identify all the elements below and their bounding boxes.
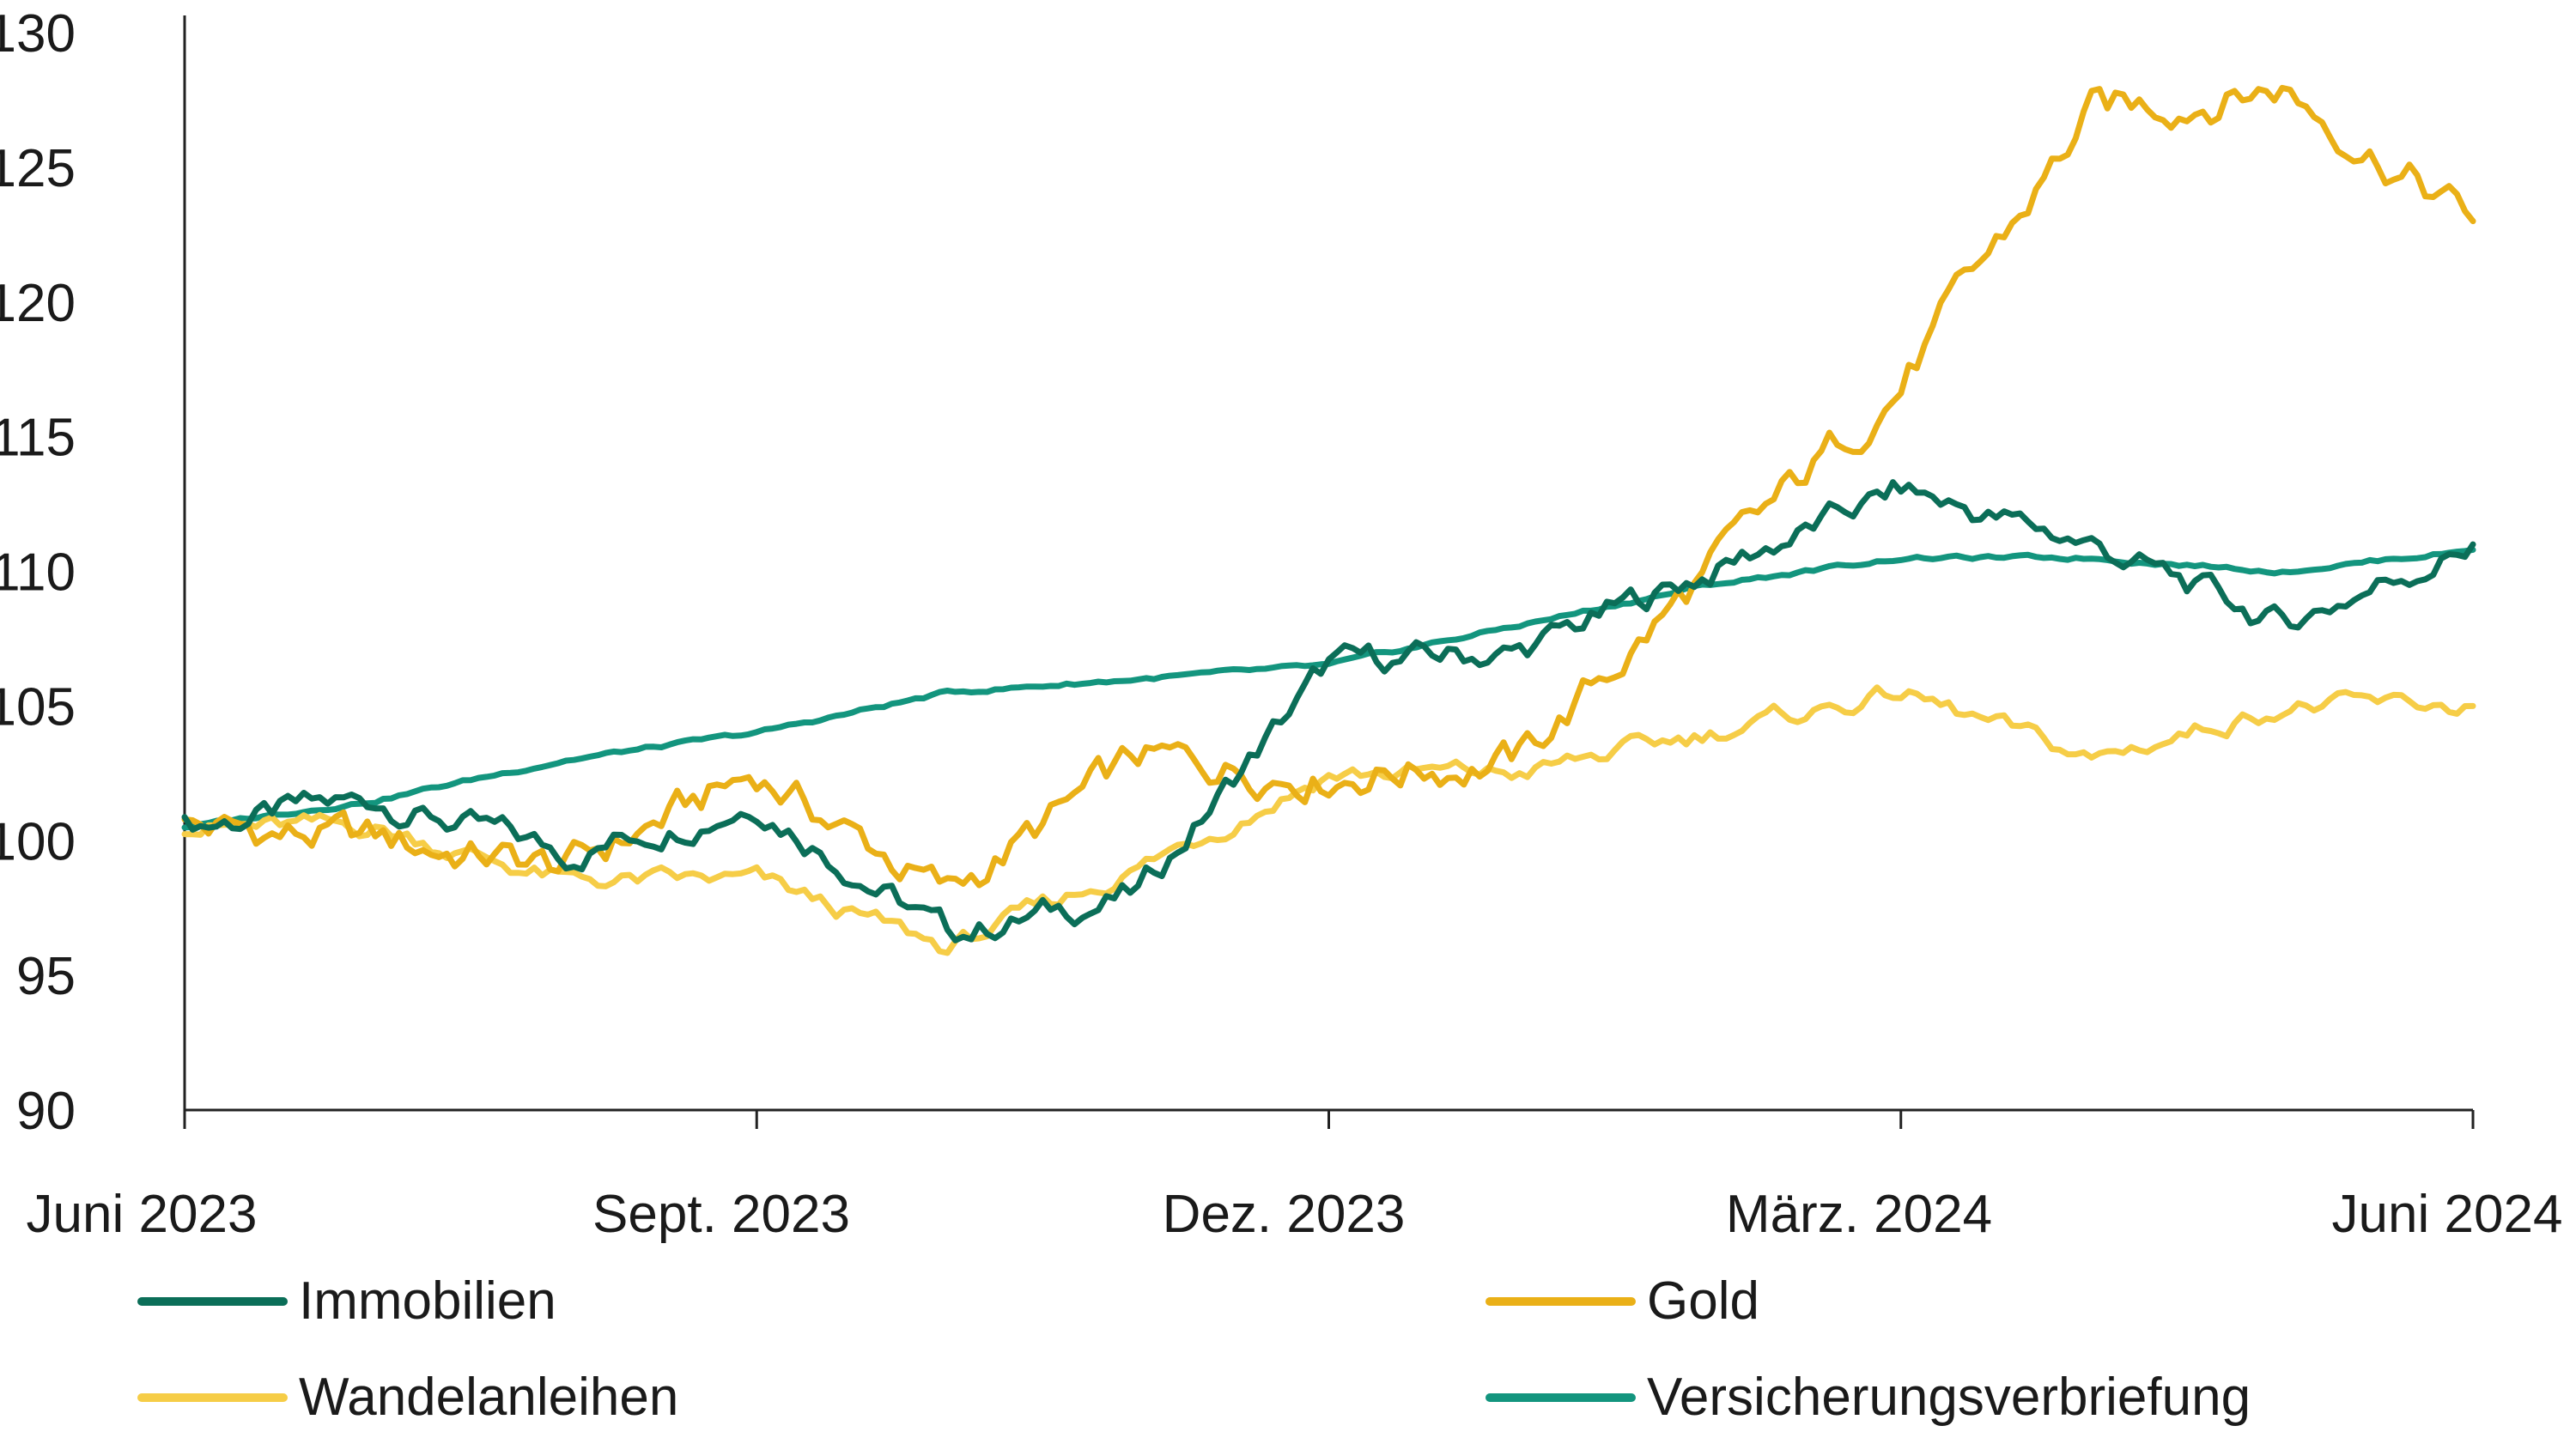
- y-tick-label: 110: [0, 543, 76, 603]
- y-tick-label: 100: [0, 812, 76, 871]
- x-tick-label: Juni 2023: [27, 1185, 258, 1244]
- y-tick-label: 120: [0, 274, 76, 333]
- legend-label-gold: Gold: [1647, 1271, 1759, 1331]
- y-tick-label: 90: [16, 1082, 76, 1141]
- legend-label-wandelanleihen: Wandelanleihen: [299, 1368, 678, 1427]
- series-line-versicherungsverbriefung: [181, 546, 2476, 831]
- series-line-gold: [181, 84, 2476, 889]
- series-line-immobilien: [181, 479, 2476, 943]
- legend: Immobilien Gold Wandelanleihen Versicherung…: [137, 1271, 2251, 1427]
- plot-area: 90 95 100 105 110 115 120 125 130 Juni 2023 Sept. …: [0, 4, 2562, 1244]
- x-tick-label: Juni 2024: [2332, 1185, 2563, 1244]
- series-line-wandelanleihen: [181, 684, 2476, 956]
- y-tick-label: 105: [0, 677, 76, 737]
- x-tick-label: Sept. 2023: [592, 1185, 850, 1244]
- y-tick-label: 115: [0, 409, 76, 468]
- legend-label-immobilien: Immobilien: [299, 1271, 556, 1331]
- y-tick-label: 130: [0, 4, 76, 64]
- y-tick-label: 95: [16, 947, 76, 1006]
- x-tick-label: März. 2024: [1726, 1185, 1992, 1244]
- y-tick-label: 125: [0, 139, 76, 198]
- series-layer: [181, 84, 2476, 956]
- legend-label-versicherungsverbriefung: Versicherungsverbriefung: [1647, 1368, 2251, 1427]
- x-tick-label: Dez. 2023: [1163, 1185, 1406, 1244]
